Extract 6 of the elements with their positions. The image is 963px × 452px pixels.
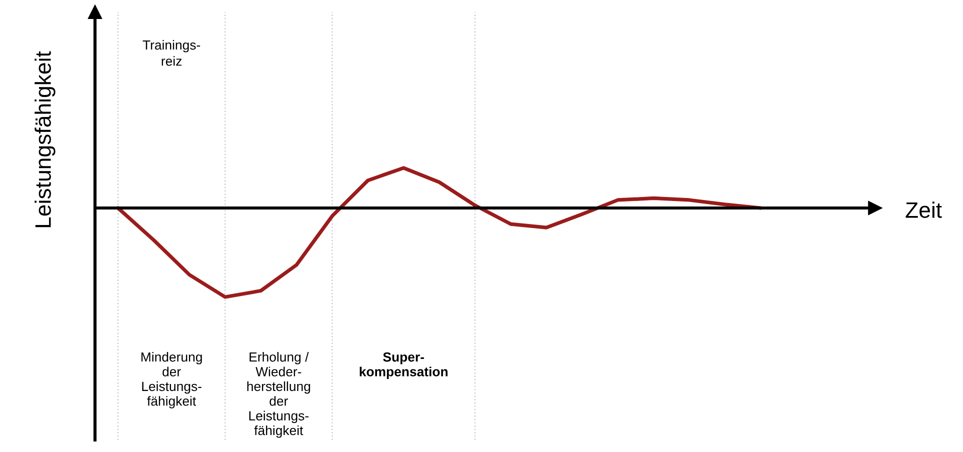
y-axis-title: Leistungsfähigkeit [34,51,56,228]
text: Erholung / Wieder- herstellung der Leistungs- fähigkeit [247,352,310,438]
text: Super- kompensation [360,352,448,379]
text: Minderung der Leistungs- fähigkeit [141,352,202,408]
text: Zeit [906,202,942,218]
text: Trainings- reiz [142,40,200,66]
